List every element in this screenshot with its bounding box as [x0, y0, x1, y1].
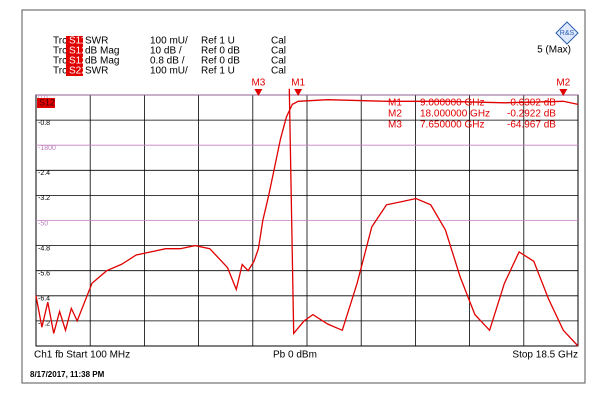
date: 8/17/2017, 11:38 PM — [30, 370, 105, 379]
header-cell: dB Mag — [85, 46, 119, 57]
readout: M3 — [388, 120, 402, 131]
header-cell: Ref 1 U — [201, 36, 235, 47]
y-tick-label: -3.2 — [38, 195, 50, 202]
header-cell: 10 dB / — [150, 46, 182, 57]
readout: -64.967 dB — [507, 120, 556, 131]
header-cell: Ref 0 dB — [201, 46, 240, 57]
marker-label: M2 — [556, 78, 570, 89]
header-cell: SWR — [85, 36, 108, 47]
readout: 9.000000 GHz — [420, 98, 485, 109]
marker — [559, 89, 568, 96]
param: S12 — [69, 56, 87, 67]
readout: -0.6302 dB — [507, 98, 556, 109]
header-cell: Trc6 — [53, 46, 73, 57]
readout: M2 — [388, 109, 402, 120]
power: Pb 0 dBm — [273, 350, 317, 361]
marker-label: M1 — [291, 78, 305, 89]
header-cell: Trc7 — [53, 56, 73, 67]
param: S22 — [69, 66, 87, 77]
header-cell: Cal — [271, 36, 286, 47]
readout: M1 — [388, 98, 402, 109]
param-box — [66, 36, 83, 46]
trace — [35, 99, 579, 334]
header-cell: Ref 1 U — [201, 66, 235, 77]
readout: 18.000000 GHz — [420, 109, 490, 120]
header-cell: dB Mag — [85, 56, 119, 67]
param: S12 — [69, 46, 87, 57]
header-cell: Trc8 — [53, 66, 73, 77]
y-tick-label: -2.4 — [38, 170, 50, 177]
param-box — [66, 56, 83, 66]
start: Ch1 fb Start 100 MHz — [34, 350, 130, 361]
stop: Stop 18.5 GHz — [512, 350, 578, 361]
header-cell: 0.8 dB / — [150, 56, 185, 67]
header-cell: Trc5 — [53, 36, 73, 47]
y-tick-label: -4.8 — [38, 245, 50, 252]
trace — [288, 88, 579, 347]
header-cell: Cal — [271, 46, 286, 57]
max-label: 5 (Max) — [537, 45, 571, 56]
header-cell: Ref 0 dB — [201, 56, 240, 67]
param: S11 — [69, 36, 86, 47]
marker-label: M3 — [251, 78, 265, 89]
param-box — [66, 66, 83, 76]
header-cell: 100 mU/ — [150, 36, 188, 47]
readout: 7.650000 GHz — [420, 120, 485, 131]
trace-label-box — [37, 98, 55, 108]
header-cell: 100 mU/ — [150, 66, 188, 77]
y-tick-label: -1800 — [38, 145, 56, 152]
marker — [254, 89, 263, 96]
readout: -0.2922 dB — [507, 109, 556, 120]
header-cell: Cal — [271, 56, 286, 67]
y-tick-label: -6.4 — [38, 296, 50, 303]
header-cell: Cal — [271, 66, 286, 77]
svg-text:R&S: R&S — [560, 30, 575, 37]
param-box — [66, 46, 83, 56]
y-tick-label: -5.6 — [38, 271, 50, 278]
y-tick-label: -0.8 — [38, 120, 50, 127]
header-cell: SWR — [85, 66, 108, 77]
y-tick-label: -7.2 — [38, 321, 50, 328]
y-tick-label: -50 — [38, 220, 48, 227]
marker — [294, 89, 303, 96]
trace-label: S12 — [39, 97, 55, 107]
logo: R&S — [555, 21, 579, 45]
